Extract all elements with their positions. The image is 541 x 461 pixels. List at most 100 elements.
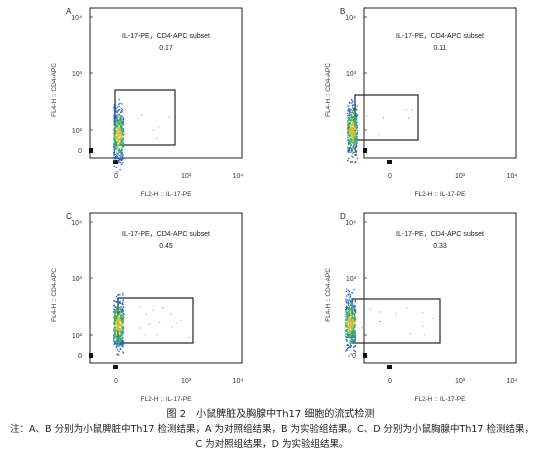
- cell-dot: [348, 314, 351, 316]
- cell-dot: [356, 129, 358, 131]
- cell-dot: [356, 136, 358, 138]
- cell-dot: [118, 340, 121, 342]
- cell-dot: [346, 335, 348, 337]
- cell-dot: [114, 149, 116, 152]
- cell-dot: [113, 152, 115, 155]
- cell-dot: [346, 315, 348, 317]
- cell-dot: [118, 313, 120, 315]
- cell-dot: [120, 324, 123, 327]
- gated-event: [363, 319, 365, 321]
- cell-dot: [351, 341, 354, 343]
- cell-dot: [122, 351, 124, 353]
- cell-dot: [114, 127, 116, 129]
- gated-event: [140, 114, 142, 116]
- cell-dot: [351, 305, 353, 307]
- cell-dot: [117, 132, 119, 134]
- cell-dot: [353, 319, 355, 321]
- cell-dot: [122, 312, 124, 314]
- gate-value: 0.33: [433, 243, 447, 250]
- cell-dot: [120, 341, 122, 344]
- cell-dot: [122, 310, 125, 312]
- cell-dot: [349, 331, 351, 333]
- cell-dot: [115, 341, 117, 343]
- gated-event: [411, 109, 413, 111]
- y-axis-title: FL4-H :: CD4-APC: [325, 268, 332, 322]
- plot-frame: [89, 212, 243, 364]
- cell-dot: [345, 306, 347, 309]
- cell-dot: [353, 320, 355, 322]
- cell-dot: [345, 298, 347, 300]
- cell-dot: [121, 335, 124, 337]
- cell-dot: [354, 127, 356, 129]
- cell-dot: [120, 148, 122, 150]
- cell-dot: [353, 144, 355, 146]
- cell-dot: [351, 127, 353, 129]
- cell-dot: [354, 122, 356, 124]
- cell-dot: [351, 142, 354, 144]
- cell-dot: [116, 315, 118, 317]
- cell-dot: [117, 322, 119, 324]
- cell-dot: [348, 127, 350, 129]
- cell-dot: [348, 291, 350, 293]
- cell-dot: [352, 109, 354, 112]
- cell-dot: [118, 350, 120, 353]
- cell-dot: [345, 333, 348, 335]
- cell-dot: [351, 303, 354, 305]
- cell-dot: [122, 314, 124, 317]
- flow-panel-a: A 10⁴ 10³ 10² 0 0 10³ 10⁴ FL2-H :: IL-17-PE FL4-H…: [6, 0, 266, 198]
- gate-value: 0.11: [433, 45, 446, 52]
- cell-dot: [349, 121, 351, 124]
- cell-dot: [116, 327, 119, 329]
- cell-dot: [354, 146, 357, 148]
- cell-dot: [347, 110, 349, 112]
- cell-dot: [118, 302, 120, 304]
- cell-dot: [346, 331, 348, 333]
- cell-dot: [115, 157, 117, 159]
- cell-dot: [348, 316, 350, 318]
- cell-dot: [353, 120, 355, 123]
- cell-dot: [349, 339, 351, 342]
- cell-dot: [352, 313, 355, 315]
- cell-dot: [118, 150, 120, 153]
- cell-dot: [116, 339, 118, 342]
- cell-dot: [114, 342, 116, 344]
- cell-dot: [117, 157, 119, 160]
- cell-dot: [347, 115, 349, 117]
- cell-dot: [346, 309, 348, 311]
- cell-dot: [113, 157, 116, 160]
- cell-dot: [350, 307, 352, 310]
- cell-dot: [349, 128, 352, 131]
- cell-dot: [115, 156, 117, 159]
- cell-dot: [353, 308, 355, 311]
- cell-dot: [352, 133, 354, 135]
- cell-dot: [349, 131, 352, 133]
- cell-dot: [356, 114, 359, 116]
- cell-dot: [345, 311, 347, 313]
- cell-dot: [345, 326, 348, 328]
- axis-marker: [387, 365, 392, 369]
- cell-dot: [115, 130, 117, 133]
- gate-label: IL-17-PE，CD4-APC subset: [122, 231, 210, 238]
- cell-dot: [120, 128, 123, 130]
- cell-dot: [113, 323, 115, 325]
- cell-dot: [347, 304, 350, 307]
- cell-dot: [348, 118, 351, 120]
- cell-dot: [346, 334, 349, 336]
- cell-dot: [347, 344, 349, 346]
- gated-event: [171, 326, 173, 328]
- cell-dot: [350, 119, 353, 121]
- cell-dot: [346, 318, 348, 320]
- x-tick-label: 10³: [455, 173, 466, 180]
- cell-dot: [117, 146, 119, 148]
- cell-dot: [115, 136, 118, 138]
- cell-dot: [353, 134, 356, 136]
- cell-dot: [119, 158, 121, 160]
- cell-dot: [356, 140, 358, 142]
- cell-dot: [120, 309, 122, 311]
- cell-dot: [349, 320, 352, 322]
- cell-dot: [113, 110, 116, 112]
- cell-dot: [114, 134, 117, 136]
- cell-dot: [122, 301, 124, 303]
- gated-event: [176, 322, 178, 324]
